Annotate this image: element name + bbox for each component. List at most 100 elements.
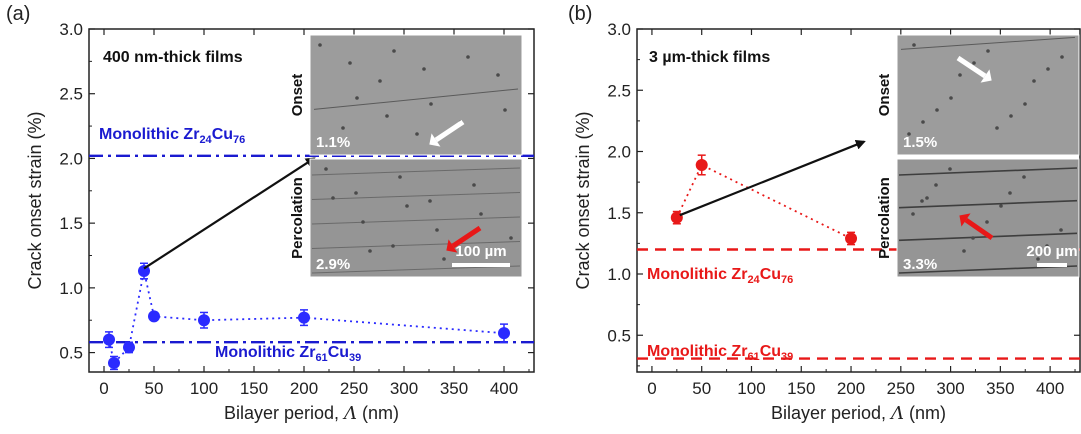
surface-defect: [907, 132, 911, 136]
y-tick-label: 3.0: [59, 20, 83, 39]
ref-label-sub2: 76: [781, 274, 793, 286]
inset-strain-value: 1.1%: [316, 134, 350, 151]
surface-defect: [925, 196, 929, 200]
plot-frame: [88, 28, 535, 373]
y-axis-label: Crack onset strain (%): [25, 111, 45, 289]
surface-defect: [1046, 67, 1050, 71]
surface-defect: [479, 212, 483, 216]
panel-title: 400 nm-thick films: [103, 49, 243, 66]
data-point: [670, 211, 683, 224]
ref-label-sub2: 76: [233, 134, 245, 146]
ref-label-sub2: 39: [781, 351, 793, 363]
inset-arrow-shaft: [451, 225, 482, 249]
series-line: [676, 163, 852, 240]
surface-defect: [1060, 55, 1064, 59]
surface-defect: [948, 167, 952, 171]
y-axis-label: Crack onset strain (%): [573, 111, 593, 289]
crack-line: [898, 265, 1078, 274]
scale-bar: [452, 263, 510, 267]
x-tick-label: 0: [647, 379, 656, 398]
surface-defect: [341, 126, 345, 130]
surface-defect: [435, 228, 439, 232]
ref-label-mid: Cu: [760, 343, 781, 360]
x-tick-label: 400: [1036, 379, 1064, 398]
micrograph-inset: Onset 1.5%: [876, 34, 1080, 156]
surface-defect: [1023, 102, 1027, 106]
reference-line-label: Monolithic Zr24Cu76: [99, 126, 245, 146]
surface-defect: [331, 196, 335, 200]
surface-defect: [422, 67, 426, 71]
y-tick-label: 3.0: [607, 20, 631, 39]
surface-defect: [995, 126, 999, 130]
surface-defect: [999, 204, 1003, 208]
surface-defect: [911, 212, 915, 216]
surface-defect: [385, 114, 389, 118]
inset-strain-value: 2.9%: [316, 256, 350, 273]
ref-label-mid: Cu: [328, 344, 349, 361]
x-axis-label: Bilayer period, Λ (nm): [224, 403, 399, 424]
reference-line-label: Monolithic Zr24Cu76: [647, 266, 793, 286]
surface-defect: [466, 55, 470, 59]
ref-label-main: Monolithic Zr: [647, 266, 747, 283]
surface-defect: [972, 61, 976, 65]
data-point: [103, 333, 115, 346]
x-axis-label-unit: (nm): [357, 403, 399, 423]
ref-label-sub1: 24: [747, 274, 760, 286]
crack-line: [898, 167, 1078, 176]
x-axis-label-prefix: Bilayer period,: [771, 403, 891, 423]
surface-defect: [429, 102, 433, 106]
x-tick-label: 100: [190, 379, 218, 398]
panel-title: 3 µm-thick films: [649, 49, 770, 66]
crack-line: [311, 192, 521, 200]
scale-bar-label: 200 µm: [1026, 243, 1077, 260]
ref-label-sub1: 61: [315, 352, 327, 364]
x-tick-label: 200: [837, 379, 865, 398]
surface-defect: [962, 249, 966, 253]
surface-defect: [935, 108, 939, 112]
x-axis-label-unit: (nm): [904, 403, 946, 423]
surface-defect: [1059, 228, 1063, 232]
inset-arrow-head: [980, 69, 992, 83]
panel-letter: (a): [6, 3, 30, 25]
data-point: [123, 341, 135, 354]
trend-arrow: [143, 157, 316, 270]
inset-arrow-head: [446, 239, 458, 253]
surface-defect: [472, 183, 476, 187]
crack-line: [313, 88, 519, 110]
inset-arrow-shaft: [964, 217, 994, 241]
data-point: [498, 327, 510, 340]
x-tick-label: 300: [390, 379, 418, 398]
x-tick-label: 350: [986, 379, 1014, 398]
surface-defect: [934, 183, 938, 187]
x-axis-label-symbol: Λ: [889, 403, 904, 424]
y-tick-label: 1.5: [59, 214, 83, 233]
surface-defect: [985, 220, 989, 224]
crack-line: [311, 265, 521, 274]
x-tick-label: 250: [887, 379, 915, 398]
surface-defect: [391, 244, 395, 248]
surface-defect: [355, 96, 359, 100]
surface-defect: [1008, 191, 1012, 195]
surface-defect: [324, 167, 328, 171]
surface-defect: [958, 73, 962, 77]
surface-defect: [496, 73, 500, 77]
surface-defect: [378, 79, 382, 83]
inset-arrow-head: [429, 133, 441, 147]
reference-line-label: Monolithic Zr61Cu39: [215, 344, 361, 364]
surface-defect: [361, 220, 365, 224]
inset-side-label: Onset: [876, 74, 893, 117]
ref-label-sub1: 61: [747, 351, 759, 363]
x-tick-label: 100: [737, 379, 765, 398]
inset-arrow-head: [959, 213, 971, 227]
micrograph-inset: Onset 1.1%: [289, 34, 523, 156]
y-tick-label: 1.0: [59, 279, 83, 298]
surface-defect: [1032, 79, 1036, 83]
trend-arrow: [679, 140, 866, 217]
micrograph-background: [896, 34, 1080, 156]
surface-defect: [920, 199, 924, 203]
y-tick-label: 1.0: [607, 265, 631, 284]
y-tick-label: 2.5: [607, 81, 631, 100]
x-tick-label: 50: [692, 379, 711, 398]
x-tick-label: 350: [440, 379, 468, 398]
